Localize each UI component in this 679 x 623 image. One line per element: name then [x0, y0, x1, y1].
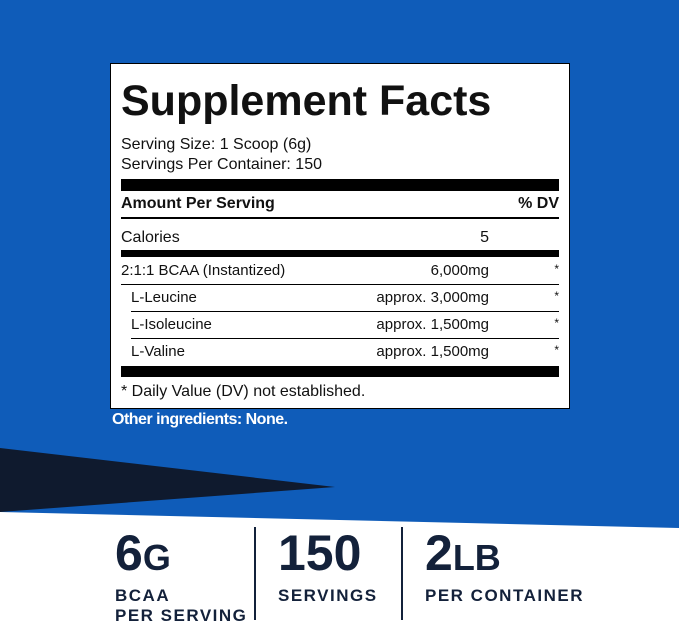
stat-number: 6 — [115, 525, 143, 581]
servings-per-container: Servings Per Container: 150 — [121, 156, 322, 173]
stat-number: 150 — [278, 525, 362, 581]
row-amount: approx. 1,500mg — [376, 343, 489, 360]
rule — [121, 179, 559, 191]
row-rule — [131, 311, 559, 312]
panel-title: Supplement Facts — [121, 77, 492, 125]
white-band — [0, 512, 679, 623]
stat-value: 2LB — [425, 528, 501, 578]
stat-number: 2 — [425, 525, 453, 581]
rule — [121, 217, 559, 219]
rule — [121, 250, 559, 257]
calories-label: Calories — [121, 229, 180, 246]
stat-unit: LB — [452, 537, 501, 578]
header-label: Amount Per Serving — [121, 195, 275, 212]
row-label: L-Valine — [131, 343, 185, 360]
row-dv: * — [554, 343, 559, 357]
stat-label: PER SERVING — [115, 606, 248, 623]
row-rule — [121, 284, 559, 285]
row-rule — [131, 338, 559, 339]
other-ingredients: Other ingredients: None. — [112, 411, 288, 428]
row-dv: * — [554, 316, 559, 330]
row-label: 2:1:1 BCAA (Instantized) — [121, 262, 286, 279]
row-dv: * — [554, 289, 559, 303]
dark-stripe — [0, 448, 335, 512]
row-label: L-Isoleucine — [131, 316, 212, 333]
row-amount: approx. 1,500mg — [376, 316, 489, 333]
rule — [121, 366, 559, 377]
serving-size: Serving Size: 1 Scoop (6g) — [121, 136, 312, 153]
header-dv: % DV — [518, 195, 559, 212]
stat-label: BCAA — [115, 586, 171, 605]
stat-label: PER CONTAINER — [425, 586, 584, 605]
calories-amount: 5 — [480, 229, 489, 246]
row-label: L-Leucine — [131, 289, 197, 306]
row-dv: * — [554, 262, 559, 276]
row-amount: 6,000mg — [430, 262, 489, 279]
row-amount: approx. 3,000mg — [376, 289, 489, 306]
supplement-facts-panel: Supplement Facts Serving Size: 1 Scoop (… — [110, 63, 570, 409]
stat-value: 150 — [278, 528, 361, 578]
stat-value: 6G — [115, 528, 171, 578]
footnote: * Daily Value (DV) not established. — [121, 383, 366, 400]
stat-label: SERVINGS — [278, 586, 378, 605]
stat-unit: G — [142, 537, 171, 578]
